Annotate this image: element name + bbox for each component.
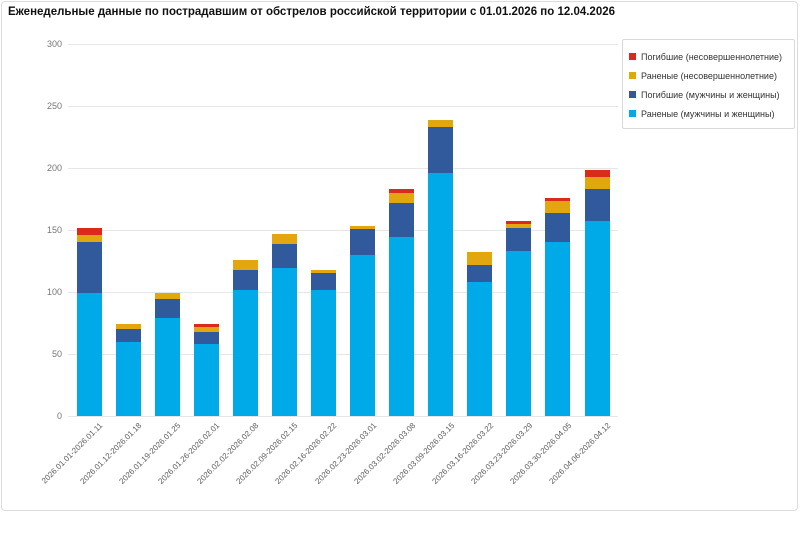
bar-segment-week1-series3	[76, 234, 102, 243]
y-tick-label: 200	[46, 163, 62, 173]
bar-segment-week3-series3	[154, 293, 180, 300]
bar-segment-week6-series1	[271, 268, 297, 416]
gridline-y150	[68, 230, 618, 231]
bar-segment-week3-series1	[154, 318, 180, 416]
bar-segment-week14-series3	[584, 176, 610, 190]
bar-segment-week12-series2	[506, 227, 532, 252]
bar-segment-week5-series3	[232, 259, 258, 270]
legend-label: Погибшие (несовершеннолетние)	[641, 51, 783, 62]
bar-segment-week10-series1	[428, 172, 454, 416]
bar-segment-week1-series2	[76, 242, 102, 294]
bar-segment-week5-series1	[232, 289, 258, 416]
bar-segment-week4-series4	[193, 324, 219, 327]
legend-swatch-icon	[629, 72, 636, 79]
bar-segment-week3-series2	[154, 299, 180, 319]
legend-label: Раненые (несовершеннолетние)	[641, 70, 777, 81]
gridline-y200	[68, 168, 618, 169]
bar-segment-week11-series1	[467, 282, 493, 416]
legend-item-series3: Раненые (несовершеннолетние)	[629, 66, 790, 85]
y-tick-label: 300	[46, 39, 62, 49]
bar-segment-week14-series1	[584, 221, 610, 416]
bar-segment-week8-series2	[350, 228, 376, 255]
bar-segment-week13-series2	[545, 212, 571, 243]
bar-segment-week13-series1	[545, 242, 571, 416]
bar-segment-week12-series1	[506, 251, 532, 416]
legend-swatch-icon	[629, 53, 636, 60]
bar-segment-week2-series1	[115, 341, 141, 416]
bar-segment-week8-series1	[350, 254, 376, 416]
gridline-y250	[68, 106, 618, 107]
bar-segment-week9-series1	[389, 237, 415, 416]
bar-segment-week11-series3	[467, 252, 493, 265]
bar-segment-week4-series3	[193, 326, 219, 332]
bar-segment-week13-series4	[545, 197, 571, 202]
bar-segment-week6-series3	[271, 233, 297, 244]
bar-segment-week7-series1	[310, 289, 336, 416]
y-tick-label: 100	[46, 287, 62, 297]
legend-swatch-icon	[629, 91, 636, 98]
bar-segment-week10-series2	[428, 127, 454, 173]
bar-segment-week8-series3	[350, 226, 376, 229]
legend-label: Погибшие (мужчины и женщины)	[641, 89, 780, 100]
bar-segment-week14-series4	[584, 170, 610, 177]
bar-segment-week10-series3	[428, 119, 454, 128]
legend-swatch-icon	[629, 110, 636, 117]
gridline-y100	[68, 292, 618, 293]
bar-segment-week14-series2	[584, 189, 610, 222]
y-tick-label: 250	[46, 101, 62, 111]
bar-segment-week9-series2	[389, 202, 415, 238]
legend-label: Раненые (мужчины и женщины)	[641, 108, 775, 119]
bar-segment-week2-series2	[115, 329, 141, 342]
bar-segment-week7-series3	[310, 269, 336, 274]
bar-segment-week2-series3	[115, 324, 141, 330]
legend-item-series4: Погибшие (несовершеннолетние)	[629, 47, 790, 66]
bar-segment-week13-series3	[545, 201, 571, 213]
legend-item-series1: Раненые (мужчины и женщины)	[629, 104, 790, 123]
bar-segment-week6-series2	[271, 243, 297, 269]
bar-segment-week12-series4	[506, 221, 532, 224]
x-tick-label: 2026.01.01-2026.01.11	[39, 421, 105, 486]
bar-segment-week9-series4	[389, 189, 415, 193]
chart-title: Еженедельные данные по пострадавшим от о…	[8, 6, 616, 18]
bar-segment-week4-series1	[193, 344, 219, 416]
gridline-y0	[68, 416, 618, 417]
bar-segment-week4-series2	[193, 331, 219, 345]
y-tick-label: 0	[56, 411, 62, 421]
legend: Погибшие (несовершеннолетние) Раненые (не…	[622, 39, 795, 129]
bar-segment-week7-series2	[310, 273, 336, 290]
bar-segment-week11-series2	[467, 264, 493, 283]
bar-segment-week12-series3	[506, 223, 532, 228]
bar-segment-week1-series1	[76, 293, 102, 416]
y-tick-label: 150	[46, 225, 62, 235]
gridline-y50	[68, 354, 618, 355]
bar-segment-week5-series2	[232, 269, 258, 290]
gridline-y300	[68, 44, 618, 45]
plot-area: 0 50 100 150 200 250 300 2026.01.01-2026.01.11 2…	[40, 39, 618, 486]
bar-segment-week9-series3	[389, 192, 415, 203]
bar-segment-week1-series4	[76, 227, 102, 235]
y-tick-label: 50	[51, 349, 62, 359]
legend-item-series2: Погибшие (мужчины и женщины)	[629, 85, 790, 104]
